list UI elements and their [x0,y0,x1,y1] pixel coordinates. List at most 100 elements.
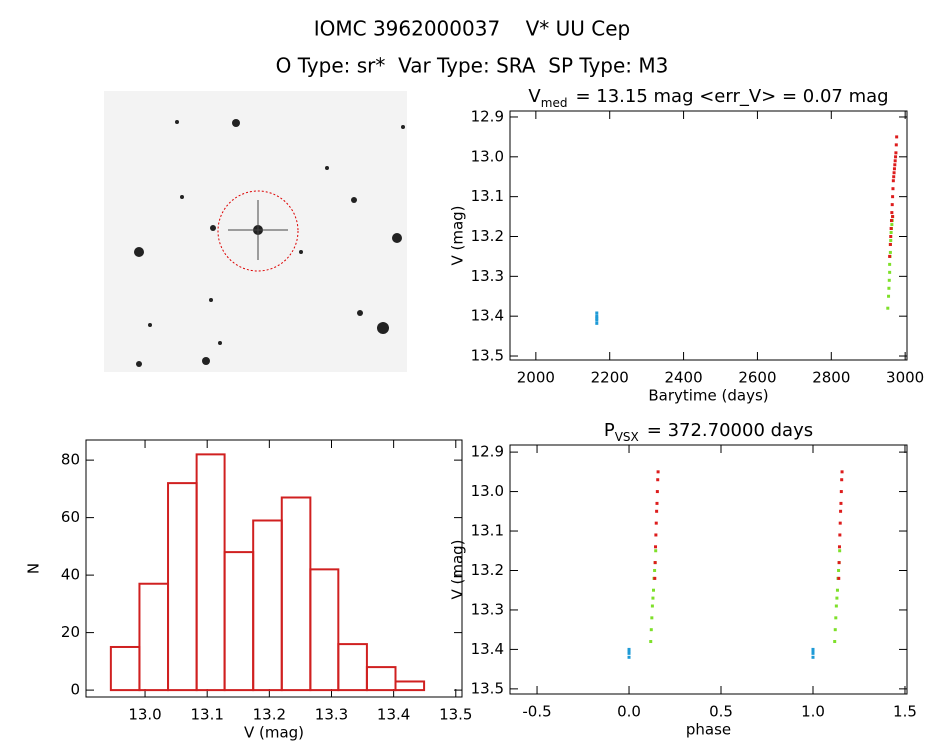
x-axis-label: phase [686,721,731,739]
point [649,640,653,644]
hist-bar [280,496,312,692]
hist-bar [337,643,368,692]
point [890,211,894,215]
point [834,604,838,608]
point [627,655,631,659]
point [894,151,898,155]
point [888,242,892,246]
hist-bar [109,645,141,692]
point [811,655,815,659]
point [595,316,599,320]
y-tick-label: 13.4 [471,640,504,658]
y-axis-label: V (mag) [449,205,467,265]
point [835,596,839,600]
y-axis-label: V (mag) [449,539,467,599]
point [837,561,841,565]
point [890,223,894,227]
y-tick-label: 12.9 [471,443,504,461]
y-tick-label: 20 [61,623,80,641]
plot-frame [509,110,908,361]
point [811,649,815,653]
y-tick-label: 13.3 [471,600,504,618]
point [655,490,659,494]
point [893,159,897,163]
x-tick-label: 2800 [812,369,850,387]
hist-bar [195,453,226,692]
point [654,549,658,553]
point [837,576,841,580]
hist-bar [309,568,340,692]
point [892,167,896,171]
plot-frame [509,444,908,695]
point [892,171,896,175]
x-tick-label: 2600 [738,369,776,387]
point [837,545,841,549]
x-tick-label: 13.5 [439,706,472,724]
point [838,521,842,525]
y-tick-label: 13.5 [471,679,504,697]
x-axis-label: V (mag) [244,724,304,742]
point [894,143,898,147]
x-tick-label: -0.5 [522,703,551,721]
point [889,234,893,238]
point [837,568,841,572]
title-rest: = 13.15 mag <err_V> = 0.07 mag [575,86,888,107]
point [891,195,895,199]
point [891,179,895,183]
point [888,250,892,254]
hist-bar [365,666,397,692]
point [653,568,657,572]
point [840,470,844,474]
point [894,155,898,159]
point [889,231,893,235]
point [839,490,843,494]
point [887,294,891,298]
page-subtitle: O Type: sr* Var Type: SRA SP Type: M3 [276,54,669,78]
x-tick-label: 13.2 [253,706,286,724]
y-tick-label: 13.2 [471,227,504,245]
point [656,478,660,482]
point [650,616,654,620]
x-tick-label: 0.0 [617,703,641,721]
point [840,478,844,482]
y-tick-label: 40 [61,566,80,584]
point [895,135,899,139]
point [839,501,843,505]
point [888,254,892,258]
y-tick-label: 13.4 [471,307,504,325]
y-tick-label: 13.0 [471,147,504,165]
point [888,262,892,266]
y-tick-label: 13.0 [471,482,504,500]
y-tick-label: 13.1 [471,522,504,540]
point [838,549,842,553]
hist-bar [223,551,255,692]
x-tick-label: 2200 [591,369,629,387]
point [650,604,654,608]
point [888,270,892,274]
x-tick-label: 2000 [517,369,555,387]
point [595,321,599,325]
y-tick-label: 13.1 [471,187,504,205]
point [891,187,895,191]
x-tick-label: 1.5 [893,703,917,721]
point [834,616,838,620]
x-tick-label: 13.4 [377,706,410,724]
point [651,588,655,592]
point [889,227,893,231]
y-tick-label: 13.3 [471,267,504,285]
point [649,628,653,632]
hist-bar [394,680,426,692]
point [887,278,891,282]
title-main: V [528,86,541,107]
point [654,545,658,549]
y-tick-label: 80 [61,451,80,469]
y-tick-label: 60 [61,508,80,526]
point [889,238,893,242]
point [833,628,837,632]
point [627,649,631,653]
point [654,521,658,525]
point [627,647,631,651]
point [655,509,659,513]
point [893,163,897,167]
